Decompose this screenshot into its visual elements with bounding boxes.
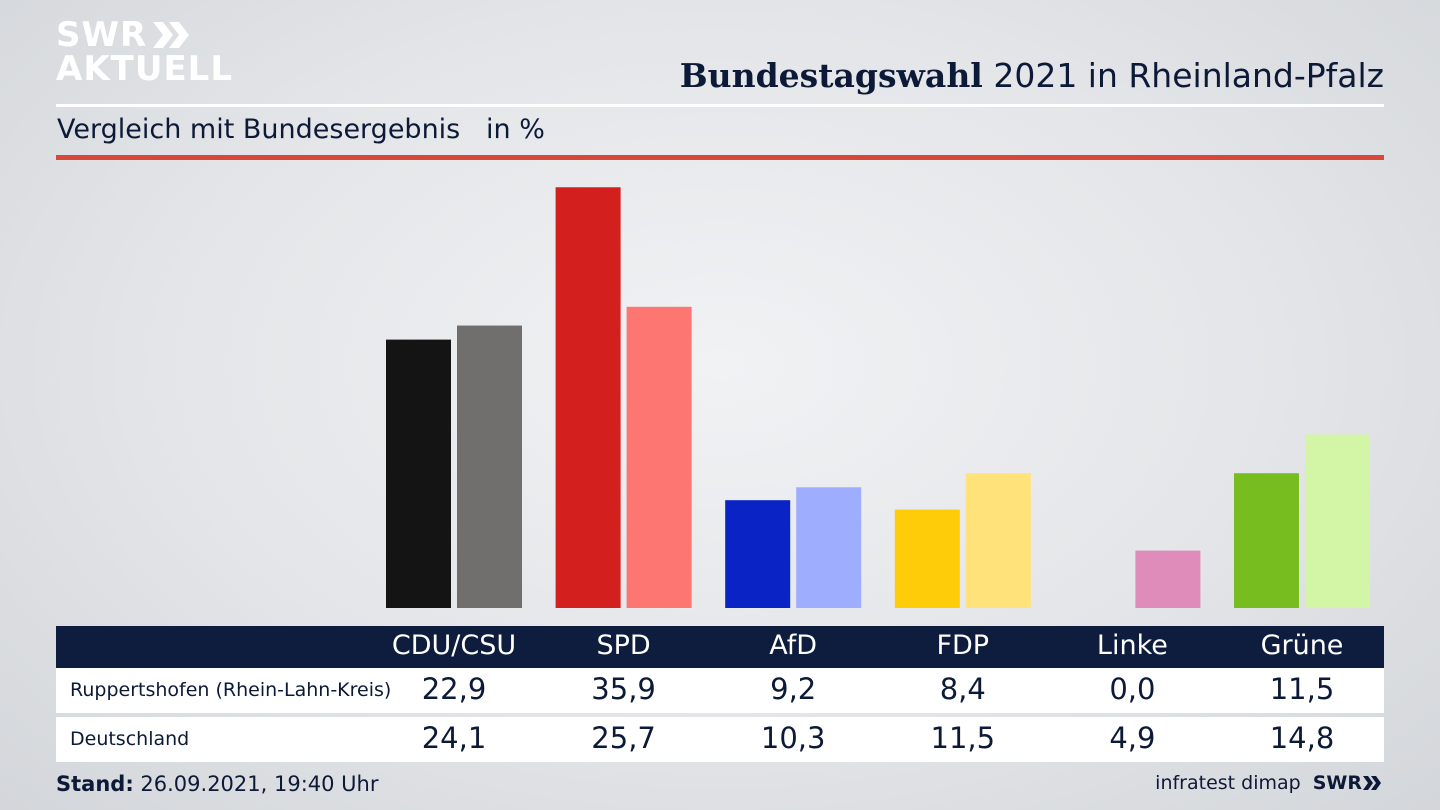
stand-value: 26.09.2021, 19:40 Uhr: [133, 772, 379, 796]
value-cell: 8,4: [939, 672, 986, 706]
stand-label: Stand:: [56, 772, 134, 796]
bar-fdp-local: [894, 509, 960, 608]
value-cell: 0,0: [1109, 672, 1156, 706]
header-cell: FDP: [936, 630, 990, 661]
value-cell: 25,7: [591, 721, 656, 755]
header-cell: Grüne: [1260, 630, 1344, 661]
bar-gr-ne-local: [1234, 473, 1299, 608]
value-cell: 35,9: [591, 672, 656, 706]
double-chevron-icon: [1363, 776, 1381, 790]
title-divider: [56, 104, 1384, 107]
value-cell: 11,5: [1269, 672, 1335, 706]
header-cell: AfD: [769, 630, 818, 661]
title-rest: 2021 in Rheinland-Pfalz: [982, 56, 1384, 95]
logo-line2: AKTUELL: [56, 49, 234, 89]
footer-swr-logo: SWR: [1313, 772, 1384, 794]
bar-afd-local: [725, 500, 791, 608]
bar-gr-ne-national: [1305, 434, 1370, 608]
chart-subtitle: Vergleich mit Bundesergebnis in %: [57, 114, 545, 145]
bars-group: [386, 187, 1370, 608]
source-credit: infratest dimap SWR: [1155, 772, 1384, 794]
bar-afd-national: [796, 487, 862, 608]
table-row: Ruppertshofen (Rhein-Lahn-Kreis) 22,9 35,…: [56, 668, 1384, 713]
logo-line1: SWR: [56, 15, 148, 55]
source-text: infratest dimap: [1155, 772, 1301, 794]
table-row: Deutschland 24,1 25,7 10,3 11,5 4,9 14,8: [56, 717, 1384, 762]
footer-brand: SWR: [1312, 772, 1362, 794]
timestamp: Stand: 26.09.2021, 19:40 Uhr: [56, 772, 379, 796]
bar-cdu-csu-local: [386, 339, 451, 608]
title-bold: Bundestagswahl: [679, 56, 983, 95]
bar-linke-national: [1135, 550, 1201, 608]
page-title: Bundestagswahl 2021 in Rheinland-Pfalz: [680, 56, 1384, 95]
value-cell: 10,3: [760, 721, 826, 755]
header-cell: CDU/CSU: [391, 630, 517, 661]
row-label: Ruppertshofen (Rhein-Lahn-Kreis): [70, 679, 392, 701]
results-table: CDU/CSU SPD AfD FDP Linke Grüne Ruppertshofen…: [56, 626, 1384, 762]
value-cell: 24,1: [421, 721, 487, 755]
table-header: CDU/CSU SPD AfD FDP Linke Grüne: [56, 626, 1384, 668]
row-label: Deutschland: [70, 728, 190, 750]
swr-aktuell-logo: SWR AKTUELL: [56, 18, 233, 86]
double-chevron-icon: [153, 22, 190, 48]
value-cell: 22,9: [421, 672, 487, 706]
bar-spd-local: [555, 187, 621, 608]
header-cell: SPD: [596, 630, 651, 661]
value-cell: 4,9: [1109, 721, 1156, 755]
value-cell: 9,2: [770, 672, 817, 706]
subtitle-divider: [56, 155, 1384, 160]
bar-cdu-csu-national: [457, 325, 522, 608]
value-cell: 11,5: [930, 721, 996, 755]
bar-fdp-national: [965, 473, 1031, 608]
header-cell: Linke: [1096, 630, 1168, 661]
value-cell: 14,8: [1269, 721, 1335, 755]
bar-spd-national: [626, 306, 692, 608]
bar-chart: [386, 187, 1370, 608]
